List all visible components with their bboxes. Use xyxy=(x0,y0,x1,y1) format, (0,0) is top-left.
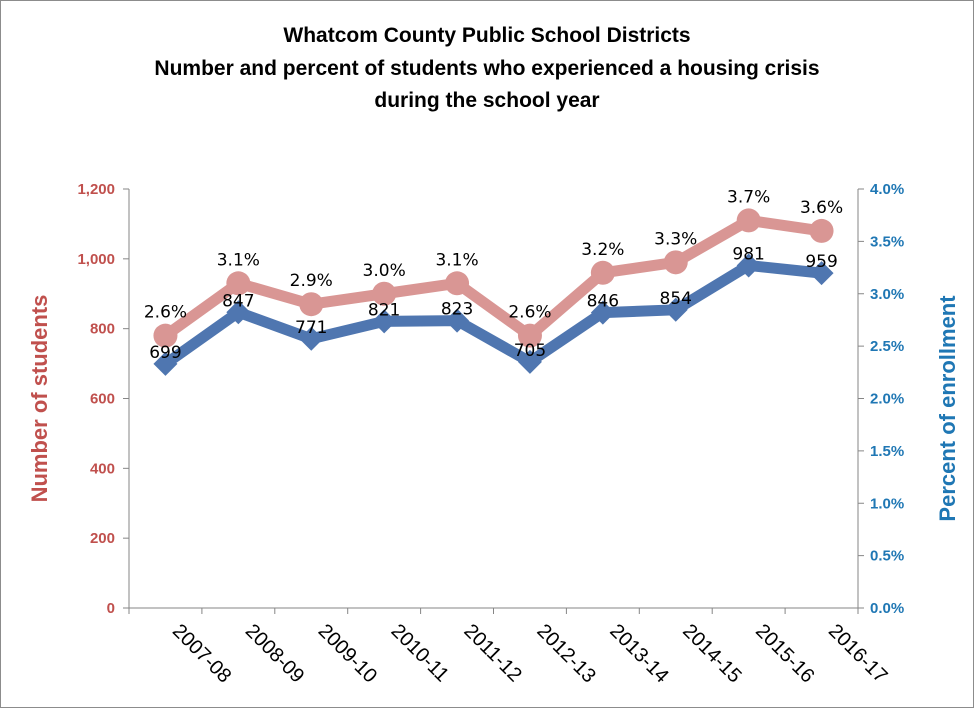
chart-title: Whatcom County Public School Districts N… xyxy=(154,24,819,112)
category-label: 2014-15 xyxy=(678,620,745,687)
left-axis-ticks: 0 200 400 600 800 1,000 1,200 xyxy=(77,181,129,617)
percent-data-label: 2.6% xyxy=(144,303,187,323)
right-tick-label: 4.0% xyxy=(870,181,904,198)
students-data-label: 959 xyxy=(805,252,837,272)
category-label: 2016-17 xyxy=(824,620,891,687)
left-tick-label: 400 xyxy=(90,460,115,477)
students-data-point xyxy=(809,261,834,286)
right-axis-ticks: 0.0% 0.5% 1.0% 1.5% 2.0% 2.5% 3.0% 3.5% 4.0% xyxy=(858,181,904,617)
left-tick-label: 0 xyxy=(107,600,115,617)
series-layer xyxy=(153,208,834,376)
left-tick-label: 1,200 xyxy=(77,181,115,198)
left-tick-label: 800 xyxy=(90,321,115,338)
students-data-label: 821 xyxy=(368,300,400,320)
category-axis-ticks: 2007-08 2008-09 2009-10 2010-11 2011-12 2012-… xyxy=(128,608,891,687)
students-data-label: 705 xyxy=(514,341,546,361)
left-axis-title: Number of students xyxy=(27,295,52,503)
percent-data-label: 2.6% xyxy=(508,303,551,323)
students-data-label: 854 xyxy=(660,289,692,309)
left-tick-label: 600 xyxy=(90,391,115,408)
students-series-line xyxy=(159,259,828,370)
percent-data-label: 3.1% xyxy=(217,250,260,270)
percent-data-point xyxy=(445,271,470,296)
right-tick-label: 1.5% xyxy=(870,443,904,460)
percent-data-label: 3.0% xyxy=(363,261,406,281)
right-tick-label: 3.0% xyxy=(870,286,904,303)
right-tick-label: 2.5% xyxy=(870,338,904,355)
right-tick-label: 3.5% xyxy=(870,233,904,250)
chart-title-line-3: during the school year xyxy=(374,89,599,112)
students-data-label: 847 xyxy=(222,291,254,311)
percent-data-label: 2.9% xyxy=(290,271,333,291)
students-data-point xyxy=(517,349,542,374)
percent-data-label: 3.1% xyxy=(435,250,478,270)
students-data-label: 846 xyxy=(587,292,619,312)
percent-series-line xyxy=(159,214,828,342)
students-data-point xyxy=(663,297,688,322)
percent-data-label: 3.6% xyxy=(800,198,843,218)
percent-data-point xyxy=(153,323,178,348)
right-axis-title: Percent of enrollment xyxy=(935,295,960,522)
students-data-point xyxy=(372,309,397,334)
category-label: 2010-11 xyxy=(387,620,453,686)
students-data-point xyxy=(736,253,761,278)
right-tick-label: 2.0% xyxy=(870,391,904,408)
chart-title-line-1: Whatcom County Public School Districts xyxy=(283,24,690,47)
category-label: 2008-09 xyxy=(241,620,308,687)
category-label: 2012-13 xyxy=(532,620,599,687)
students-data-point xyxy=(153,351,178,376)
students-data-label: 981 xyxy=(732,244,764,264)
percent-data-label: 3.3% xyxy=(654,229,697,249)
left-tick-label: 200 xyxy=(90,530,115,547)
right-tick-label: 0.0% xyxy=(870,600,904,617)
chart-title-line-2: Number and percent of students who exper… xyxy=(154,57,819,80)
students-data-point xyxy=(590,300,615,325)
data-labels: 699 847 771 821 823 705 846 854 981 959 2.6% 3.1% 2.… xyxy=(144,187,843,363)
right-tick-label: 1.0% xyxy=(870,495,904,512)
percent-data-label: 3.7% xyxy=(727,187,770,207)
students-data-label: 771 xyxy=(295,318,327,338)
percent-data-point xyxy=(809,218,834,243)
category-label: 2009-10 xyxy=(314,620,381,687)
right-tick-label: 0.5% xyxy=(870,548,904,565)
students-data-point xyxy=(226,300,251,325)
students-data-point xyxy=(445,308,470,333)
percent-data-point xyxy=(736,208,761,233)
percent-data-point xyxy=(663,250,688,275)
left-tick-label: 1,000 xyxy=(77,251,115,268)
percent-data-point xyxy=(372,281,397,306)
category-label: 2007-08 xyxy=(168,620,235,687)
percent-data-label: 3.2% xyxy=(581,240,624,260)
students-data-point xyxy=(299,326,324,351)
students-data-label: 823 xyxy=(441,300,473,320)
students-data-label: 699 xyxy=(149,343,181,363)
percent-data-point xyxy=(517,323,542,348)
percent-data-point xyxy=(299,292,324,317)
percent-data-point xyxy=(590,260,615,285)
category-label: 2011-12 xyxy=(460,620,526,686)
percent-data-point xyxy=(226,271,251,296)
category-label: 2013-14 xyxy=(605,620,672,687)
category-label: 2015-16 xyxy=(751,620,818,687)
